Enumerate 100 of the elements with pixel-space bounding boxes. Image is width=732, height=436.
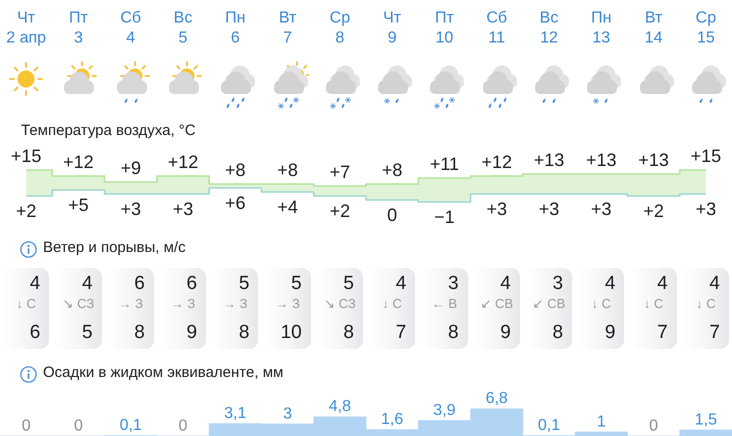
- data-label: 0,1: [538, 417, 560, 434]
- data-label: +2: [643, 200, 664, 221]
- data-label: +3: [696, 198, 716, 219]
- text: 9: [500, 322, 511, 343]
- x-tick-label: Пн 6: [225, 9, 246, 46]
- text: ↘ СЗ: [324, 296, 356, 310]
- data-label: 3,1: [224, 405, 247, 422]
- text: → З: [170, 296, 196, 310]
- data-label: +8: [225, 160, 246, 180]
- data-label: 3: [283, 405, 292, 422]
- text: 9: [604, 322, 616, 343]
- x-tick-label: Ср 8: [330, 9, 350, 46]
- data-label: 6,8: [486, 390, 508, 408]
- data-label: +12: [481, 152, 512, 172]
- data-label: +4: [277, 196, 298, 217]
- text: 8: [448, 322, 459, 343]
- x-tick-label: Пн 13: [591, 9, 612, 46]
- data-label: 4,8: [328, 398, 352, 416]
- text: → З: [223, 296, 248, 310]
- text: 4: [604, 272, 616, 294]
- text: 7: [657, 322, 668, 343]
- data-label: +11: [430, 154, 460, 174]
- text: 6: [186, 272, 198, 294]
- text: 8: [134, 322, 145, 343]
- text: 8: [238, 322, 250, 343]
- data-label: +7: [330, 162, 350, 182]
- data-label: +12: [63, 152, 94, 172]
- text: ↙ СВ: [480, 296, 514, 310]
- text: 7: [709, 322, 720, 343]
- data-label: +3: [120, 198, 141, 219]
- text: 9: [186, 322, 198, 343]
- text: ↓ С: [16, 296, 36, 310]
- text: 4: [396, 272, 406, 294]
- x-tick-label: Вт 14: [644, 9, 663, 46]
- data-label: 0: [178, 417, 188, 434]
- data-label: 0: [74, 417, 83, 434]
- data-label: +3: [591, 198, 612, 219]
- data-label: +3: [538, 198, 560, 219]
- text: 4: [657, 272, 668, 294]
- data-label: +13: [586, 150, 617, 170]
- x-tick-label: Пт 3: [69, 9, 89, 46]
- text: 6: [30, 322, 40, 343]
- x-tick-label: Чт 9: [383, 9, 402, 46]
- text: 5: [291, 272, 302, 294]
- x-tick-label: Вс 5: [174, 9, 192, 46]
- text: Ветер и порывы, м/с: [43, 239, 186, 258]
- text: ↓ С: [644, 296, 664, 310]
- text: → З: [275, 296, 300, 310]
- data-label: 0: [649, 417, 658, 434]
- data-label: +2: [330, 200, 350, 221]
- text: ↓ С: [382, 296, 402, 310]
- x-tick-label: Пт 10: [435, 9, 455, 46]
- text: 10: [280, 322, 302, 343]
- text: 4: [82, 272, 93, 294]
- chart-title: Осадки в жидком эквиваленте, мм: [43, 364, 284, 383]
- data-label: +3: [172, 198, 194, 219]
- data-label: +15: [10, 146, 42, 166]
- text: 8: [552, 322, 564, 343]
- data-label: −1: [434, 206, 455, 227]
- text: ↓ С: [592, 296, 612, 310]
- data-label: +3: [486, 198, 507, 219]
- data-label: +9: [120, 158, 141, 178]
- x-tick-label: Чт 2 апр: [6, 9, 46, 46]
- text: 5: [82, 322, 93, 343]
- data-label: +12: [168, 152, 198, 172]
- data-label: +6: [225, 192, 246, 213]
- data-label: 1,5: [694, 411, 718, 428]
- text: ← В: [432, 296, 458, 310]
- data-label: +13: [534, 150, 564, 170]
- data-label: +8: [382, 160, 402, 180]
- data-label: +15: [690, 146, 722, 166]
- data-label: +8: [277, 160, 298, 180]
- x-tick-label: Сб 11: [486, 9, 508, 46]
- x-tick-label: Вт 7: [278, 9, 297, 46]
- data-label: +13: [638, 150, 669, 170]
- text: 5: [238, 272, 250, 294]
- text: 6: [134, 272, 145, 294]
- data-label: 1: [596, 413, 606, 430]
- data-label: 1,6: [381, 411, 404, 428]
- text: ↓ С: [696, 296, 716, 310]
- text: 4: [500, 272, 511, 294]
- data-label: 0: [22, 417, 31, 434]
- text: 4: [709, 272, 720, 294]
- text: 3: [552, 272, 564, 294]
- text: ↘ СЗ: [62, 296, 94, 310]
- text: 4: [30, 272, 40, 294]
- data-label: 0,1: [120, 417, 142, 434]
- data-label: 0: [387, 204, 398, 225]
- x-tick-label: Вс 12: [540, 9, 558, 46]
- data-label: 3,9: [433, 402, 456, 419]
- x-tick-label: Сб 4: [120, 9, 142, 46]
- data-label: +2: [16, 200, 36, 221]
- text: 5: [343, 272, 354, 294]
- data-label: +5: [68, 194, 89, 215]
- text: 8: [343, 322, 354, 343]
- text: 3: [448, 272, 459, 294]
- chart-title: Температура воздуха, °C: [21, 122, 196, 141]
- text: → З: [118, 296, 143, 310]
- text: ↙ СВ: [532, 296, 566, 310]
- text: 7: [396, 322, 406, 343]
